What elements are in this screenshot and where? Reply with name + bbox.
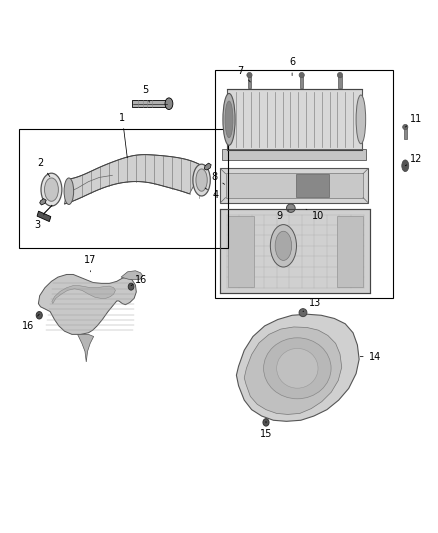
- Ellipse shape: [270, 224, 297, 267]
- Text: 12: 12: [405, 155, 422, 166]
- Bar: [215, 70, 393, 298]
- Text: 16: 16: [22, 314, 39, 331]
- Ellipse shape: [402, 160, 409, 172]
- Polygon shape: [244, 327, 342, 415]
- Polygon shape: [64, 155, 204, 204]
- Bar: [248, 76, 251, 88]
- Polygon shape: [78, 334, 94, 362]
- Ellipse shape: [223, 93, 235, 146]
- Ellipse shape: [299, 309, 307, 317]
- Ellipse shape: [356, 95, 366, 144]
- Text: 7: 7: [238, 67, 251, 82]
- Ellipse shape: [41, 173, 62, 206]
- Bar: [19, 128, 228, 248]
- Polygon shape: [204, 163, 211, 170]
- Ellipse shape: [193, 164, 210, 196]
- Ellipse shape: [45, 178, 58, 201]
- Ellipse shape: [165, 98, 173, 110]
- Text: 8: 8: [212, 172, 225, 184]
- Ellipse shape: [286, 204, 295, 213]
- Polygon shape: [121, 271, 143, 280]
- Ellipse shape: [263, 419, 269, 426]
- Ellipse shape: [403, 124, 408, 130]
- Polygon shape: [237, 314, 359, 421]
- Ellipse shape: [264, 338, 331, 399]
- Bar: [132, 100, 169, 108]
- Bar: [336, 216, 363, 287]
- Text: 4: 4: [205, 188, 219, 200]
- Text: 13: 13: [303, 297, 321, 312]
- Text: 10: 10: [306, 209, 325, 221]
- Text: 6: 6: [289, 58, 295, 76]
- Bar: [220, 168, 368, 203]
- Text: 1: 1: [119, 113, 127, 158]
- Ellipse shape: [128, 283, 134, 290]
- Polygon shape: [52, 286, 116, 304]
- Ellipse shape: [275, 231, 292, 261]
- Ellipse shape: [299, 72, 304, 78]
- Text: 17: 17: [85, 255, 97, 272]
- Bar: [226, 173, 363, 198]
- Text: 14: 14: [360, 352, 381, 361]
- Polygon shape: [40, 199, 46, 205]
- Text: 2: 2: [37, 158, 50, 177]
- Bar: [220, 209, 371, 293]
- Bar: [37, 211, 51, 222]
- Ellipse shape: [277, 349, 318, 388]
- Ellipse shape: [36, 312, 42, 319]
- Ellipse shape: [225, 101, 233, 138]
- Bar: [300, 76, 304, 88]
- Ellipse shape: [247, 72, 252, 78]
- Ellipse shape: [64, 178, 74, 205]
- Text: 11: 11: [405, 114, 422, 127]
- Ellipse shape: [196, 169, 207, 191]
- Bar: [297, 174, 329, 197]
- Polygon shape: [39, 274, 136, 334]
- Text: 5: 5: [142, 85, 149, 102]
- Bar: [227, 89, 362, 150]
- Ellipse shape: [337, 72, 343, 78]
- Bar: [338, 76, 342, 88]
- Bar: [228, 216, 254, 287]
- Bar: [403, 127, 407, 139]
- Text: 9: 9: [277, 211, 289, 221]
- Text: 3: 3: [34, 215, 44, 230]
- Text: 15: 15: [260, 421, 272, 439]
- Text: 16: 16: [131, 274, 148, 286]
- Bar: [223, 149, 366, 160]
